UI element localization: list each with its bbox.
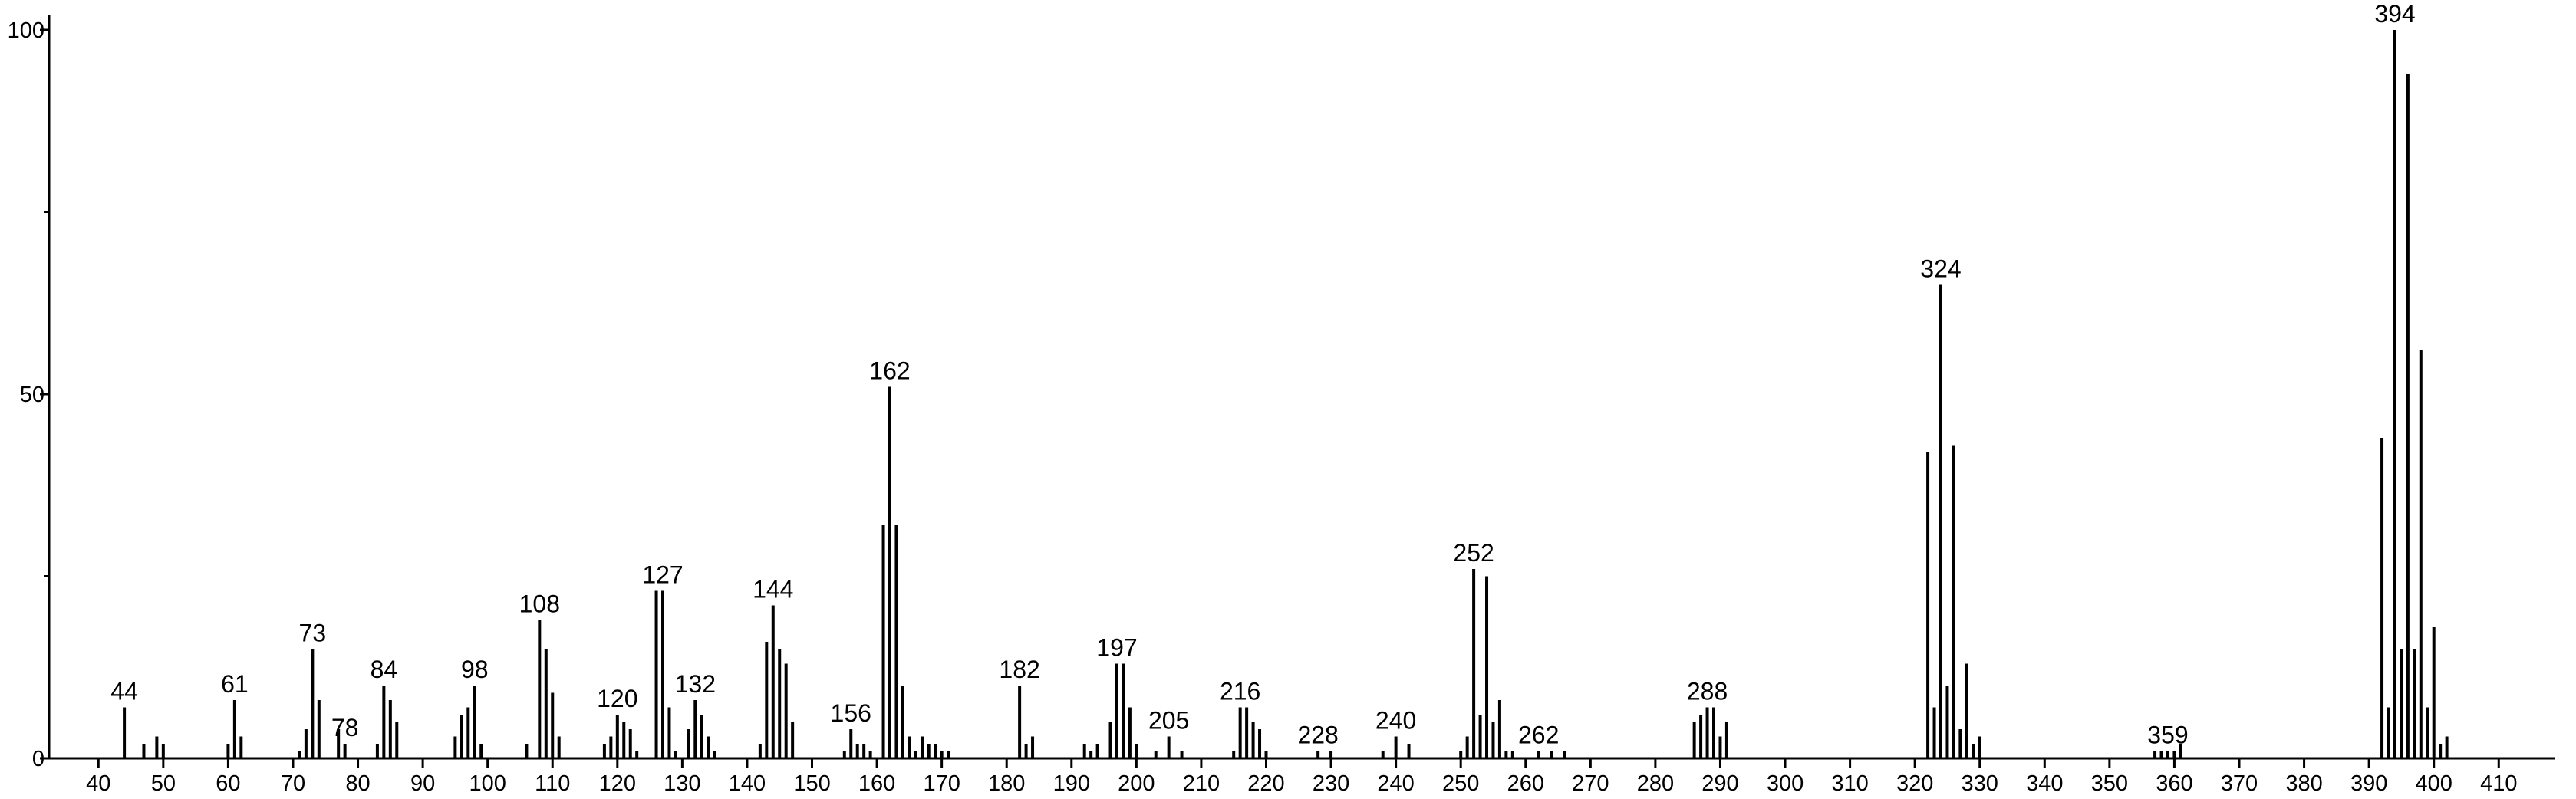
x-tick-label: 260 [1507, 771, 1544, 796]
y-tick-label: 100 [8, 18, 44, 43]
x-tick-label: 370 [2221, 771, 2258, 796]
x-tick-label: 390 [2350, 771, 2387, 796]
peak-label: 73 [299, 620, 327, 647]
x-tick-label: 170 [923, 771, 960, 796]
x-tick-label: 280 [1637, 771, 1674, 796]
peak-label: 120 [597, 685, 637, 712]
x-tick-label: 80 [345, 771, 370, 796]
x-tick-label: 70 [281, 771, 305, 796]
peak-label: 78 [331, 714, 359, 741]
peak-label: 156 [831, 699, 871, 727]
x-tick-label: 410 [2480, 771, 2517, 796]
peak-label: 132 [675, 670, 716, 698]
x-tick-label: 330 [1962, 771, 1998, 796]
x-tick-label: 210 [1183, 771, 1220, 796]
x-tick-label: 50 [151, 771, 176, 796]
x-tick-label: 400 [2416, 771, 2452, 796]
x-tick-label: 90 [410, 771, 435, 796]
peak-label: 61 [221, 670, 249, 698]
peak-label: 252 [1453, 539, 1494, 567]
peak-label: 228 [1297, 722, 1338, 749]
peak-label: 288 [1687, 678, 1728, 705]
peak-label: 197 [1096, 634, 1137, 662]
x-tick-label: 40 [86, 771, 110, 796]
x-tick-label: 60 [216, 771, 240, 796]
x-tick-label: 230 [1313, 771, 1349, 796]
peak-label: 240 [1375, 707, 1416, 735]
x-tick-label: 200 [1118, 771, 1155, 796]
x-tick-label: 360 [2156, 771, 2192, 796]
peak-label: 182 [999, 656, 1039, 683]
peak-label: 262 [1518, 722, 1559, 749]
x-tick-label: 270 [1572, 771, 1609, 796]
x-tick-label: 250 [1442, 771, 1479, 796]
y-tick-label: 50 [20, 383, 44, 407]
peak-label: 162 [869, 357, 910, 385]
x-tick-label: 350 [2091, 771, 2128, 796]
x-tick-label: 220 [1247, 771, 1284, 796]
x-tick-label: 160 [858, 771, 895, 796]
peak-label: 44 [110, 678, 138, 705]
x-tick-label: 240 [1377, 771, 1414, 796]
x-tick-label: 100 [469, 771, 506, 796]
x-tick-label: 130 [664, 771, 700, 796]
y-tick-label: 0 [32, 747, 44, 771]
peak-label: 216 [1220, 678, 1260, 705]
x-tick-label: 190 [1053, 771, 1090, 796]
x-tick-label: 310 [1831, 771, 1868, 796]
peak-label: 359 [2147, 722, 2188, 749]
peak-label: 127 [642, 561, 683, 589]
x-tick-label: 140 [729, 771, 766, 796]
peak-label: 98 [461, 656, 489, 683]
x-tick-label: 120 [599, 771, 636, 796]
peak-label: 394 [2374, 0, 2415, 28]
peak-label: 324 [1920, 255, 1961, 283]
x-tick-label: 320 [1896, 771, 1933, 796]
x-tick-label: 110 [535, 771, 570, 796]
x-tick-label: 290 [1701, 771, 1738, 796]
peak-label: 205 [1148, 707, 1189, 735]
x-tick-label: 180 [988, 771, 1025, 796]
x-tick-label: 300 [1767, 771, 1804, 796]
peak-label: 108 [519, 590, 560, 618]
peak-label: 144 [753, 576, 793, 603]
x-tick-label: 380 [2285, 771, 2322, 796]
x-tick-label: 150 [793, 771, 830, 796]
peak-label: 84 [371, 656, 398, 683]
x-tick-label: 340 [2026, 771, 2063, 796]
